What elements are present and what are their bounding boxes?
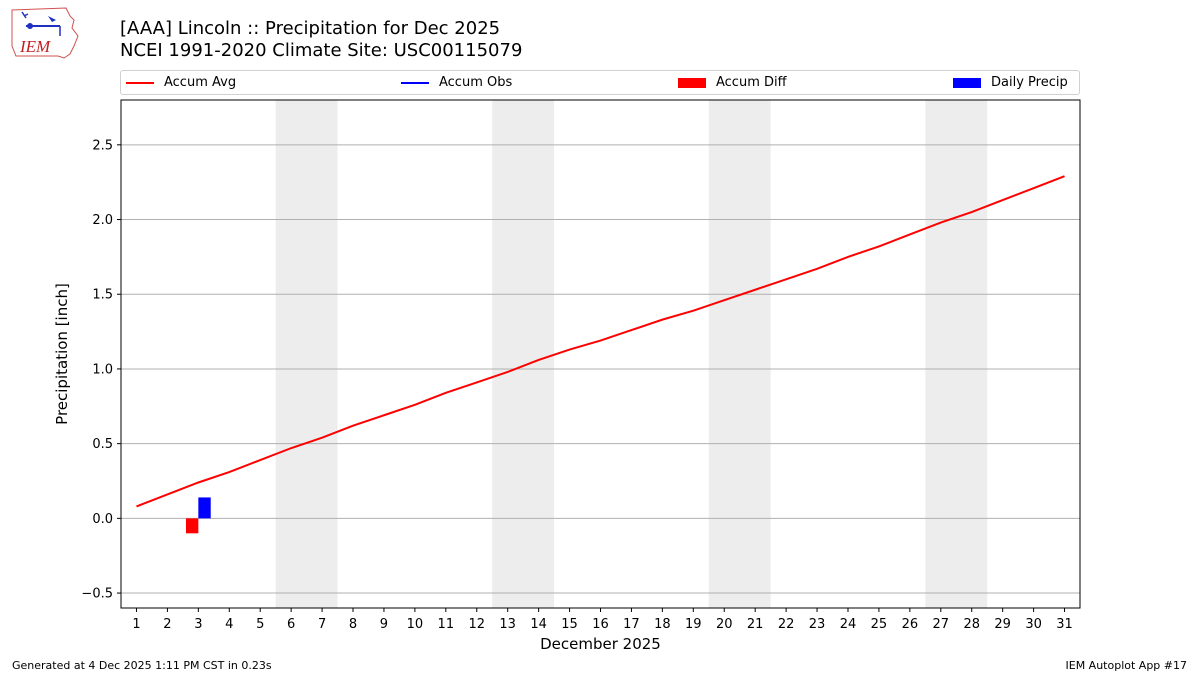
x-tick-label: 17 — [623, 617, 640, 632]
legend-label: Accum Avg — [164, 75, 237, 90]
x-tick-label: 3 — [194, 617, 202, 632]
y-axis-label: Precipitation [inch] — [53, 283, 71, 425]
y-tick-label: 2.5 — [92, 138, 113, 153]
generated-footer: Generated at 4 Dec 2025 1:11 PM CST in 0… — [12, 659, 272, 672]
chart-subtitle: NCEI 1991-2020 Climate Site: USC00115079 — [120, 40, 523, 61]
y-tick-label: 0.5 — [92, 437, 113, 452]
x-tick-label: 12 — [468, 617, 485, 632]
x-tick-label: 31 — [1056, 617, 1073, 632]
x-tick-label: 4 — [225, 617, 233, 632]
x-tick-label: 8 — [349, 617, 357, 632]
legend: Accum Avg Accum Obs Accum Diff Daily Pre… — [120, 70, 1080, 95]
legend-label: Accum Diff — [716, 75, 787, 90]
legend-item-accum-diff: Accum Diff — [678, 74, 787, 92]
y-tick-label: 1.0 — [92, 362, 113, 377]
legend-label: Daily Precip — [991, 75, 1068, 90]
x-tick-label: 13 — [499, 617, 516, 632]
x-tick-label: 11 — [438, 617, 455, 632]
legend-item-accum-avg: Accum Avg — [126, 74, 236, 92]
x-tick-label: 19 — [685, 617, 702, 632]
x-tick-label: 16 — [592, 617, 609, 632]
y-tick-label: 0.0 — [92, 512, 113, 527]
x-tick-label: 6 — [287, 617, 295, 632]
weekend-shade — [275, 100, 338, 608]
x-tick-label: 18 — [654, 617, 671, 632]
red-patch-swatch-icon — [678, 77, 706, 88]
y-tick-label: −0.5 — [81, 587, 113, 602]
blue-line-swatch-icon — [401, 81, 429, 84]
x-tick-label: 7 — [318, 617, 326, 632]
line-accum-avg — [136, 175, 1065, 508]
x-axis-label: December 2025 — [540, 635, 661, 653]
x-tick-label: 1 — [132, 617, 140, 632]
bar-daily-precip — [198, 497, 211, 519]
x-tick-label: 22 — [778, 617, 795, 632]
x-tick-label: 15 — [561, 617, 578, 632]
svg-text:IEM: IEM — [19, 37, 51, 56]
legend-label: Accum Obs — [439, 75, 513, 90]
legend-item-accum-obs: Accum Obs — [401, 74, 512, 92]
x-tick-label: 30 — [1025, 617, 1042, 632]
x-tick-label: 23 — [809, 617, 826, 632]
y-tick-label: 2.0 — [92, 213, 113, 228]
x-tick-label: 2 — [163, 617, 171, 632]
blue-patch-swatch-icon — [953, 77, 981, 88]
weekend-shade — [492, 100, 555, 608]
x-tick-label: 14 — [530, 617, 547, 632]
x-tick-label: 10 — [407, 617, 424, 632]
x-tick-label: 27 — [933, 617, 950, 632]
bar-accum-diff — [185, 518, 199, 534]
weekend-shade — [925, 100, 988, 608]
x-tick-label: 9 — [380, 617, 388, 632]
x-tick-label: 5 — [256, 617, 264, 632]
app-footer: IEM Autoplot App #17 — [1065, 659, 1188, 672]
iem-logo: IEM — [8, 6, 80, 60]
y-tick-label: 1.5 — [92, 288, 113, 303]
x-tick-label: 25 — [871, 617, 888, 632]
weekend-shade — [708, 100, 771, 608]
x-tick-label: 21 — [747, 617, 764, 632]
chart-title: [AAA] Lincoln :: Precipitation for Dec 2… — [120, 18, 501, 39]
red-line-swatch-icon — [126, 81, 154, 84]
x-tick-label: 29 — [994, 617, 1011, 632]
x-tick-label: 28 — [963, 617, 980, 632]
legend-item-daily-precip: Daily Precip — [953, 74, 1068, 92]
x-tick-label: 20 — [716, 617, 733, 632]
x-tick-label: 24 — [840, 617, 857, 632]
x-tick-label: 26 — [902, 617, 919, 632]
